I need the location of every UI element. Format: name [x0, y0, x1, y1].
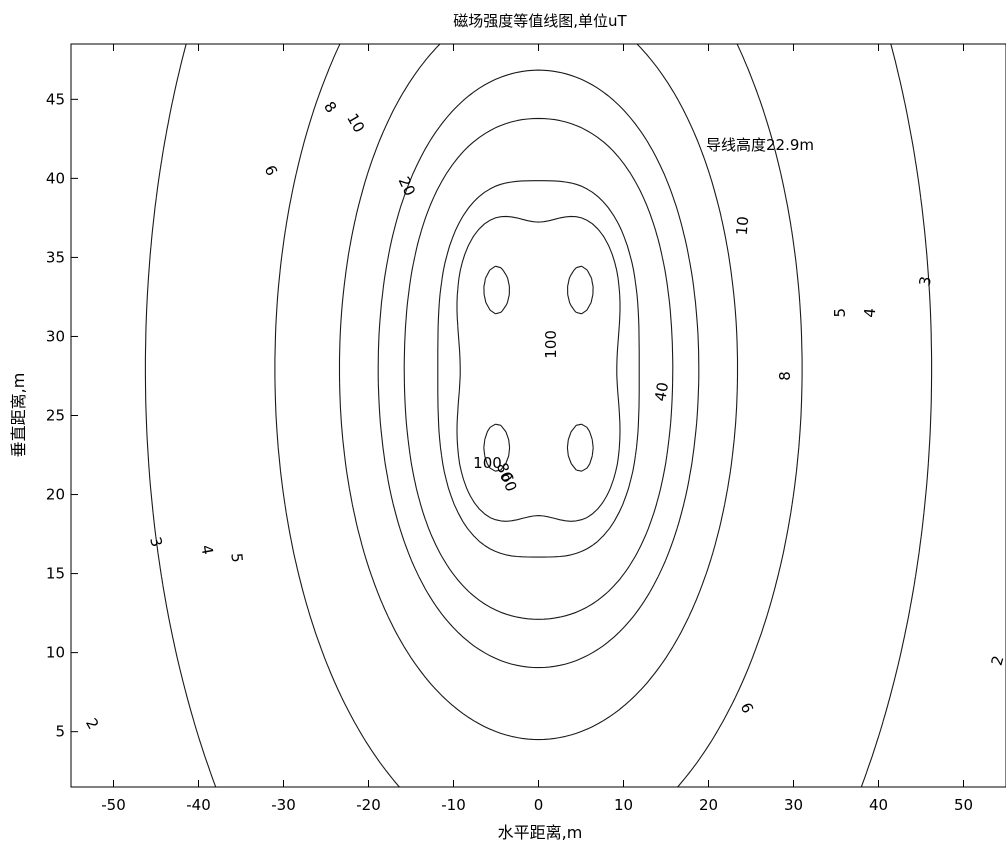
contour-level-4: [338, 44, 739, 741]
contour-lines: [144, 44, 933, 787]
contour-level-2: [144, 44, 933, 787]
contour-label: 40: [651, 381, 672, 403]
y-tick-label: 45: [46, 90, 65, 108]
contour-level-10: [456, 215, 621, 522]
contour-label: 10: [343, 110, 368, 136]
x-tick-label: -20: [356, 796, 381, 814]
y-tick-label: 40: [46, 169, 65, 187]
y-tick-label: 30: [46, 327, 65, 345]
contour-label: 2: [988, 654, 1006, 668]
chart-title: 磁场强度等值线图,单位uT: [453, 12, 627, 30]
contour-label: 4: [861, 307, 880, 318]
y-tick-label: 5: [55, 723, 65, 741]
contour-label: 100: [473, 454, 502, 472]
contour-label: 80: [493, 460, 516, 484]
contour-label: 6: [737, 700, 757, 716]
contour-label: 60: [497, 470, 520, 494]
x-axis-label: 水平距离,m: [498, 823, 583, 842]
contour-label: 10: [733, 216, 753, 237]
x-tick-label: -10: [441, 796, 466, 814]
y-axis-label: 垂直距离,m: [9, 373, 28, 458]
x-tick-label: 10: [614, 796, 633, 814]
contour-label: 2: [82, 715, 102, 732]
y-tick-label: 35: [46, 248, 65, 266]
contour-label: 20: [395, 174, 419, 199]
y-tick-label: 25: [46, 407, 65, 425]
contour-label: 5: [831, 308, 849, 318]
contour-label: 5: [227, 552, 246, 563]
conductor-height-note: 导线高度22.9m: [706, 136, 814, 154]
contour-level-20: [483, 265, 594, 472]
y-tick-label: 15: [46, 565, 65, 583]
y-tick-label: 10: [46, 644, 65, 662]
contour-label: 3: [146, 535, 166, 549]
y-tick-label: 20: [46, 486, 65, 504]
plot-frame: [70, 43, 1006, 788]
x-tick-label: 50: [954, 796, 973, 814]
x-tick-label: -50: [101, 796, 126, 814]
contour-label: 8: [776, 371, 794, 381]
x-tick-label: 0: [534, 796, 544, 814]
contour-label: 8: [320, 98, 340, 116]
contour-label: 100: [542, 330, 560, 359]
x-tick-label: 30: [784, 796, 803, 814]
contour-label: 4: [197, 544, 216, 557]
axis-ticks: -50 -40 -30 -20 -10 0 10 20 30 40 5051015202530354…: [46, 44, 973, 814]
x-tick-label: -40: [186, 796, 211, 814]
x-tick-label: 20: [699, 796, 718, 814]
x-tick-label: 40: [869, 796, 888, 814]
contour-level-8: [437, 180, 640, 558]
contour-label: 3: [916, 275, 935, 288]
contour-label: 6: [261, 162, 281, 178]
contour-level-3: [274, 44, 803, 787]
contour-level-6: [403, 117, 674, 620]
x-tick-label: -30: [271, 796, 296, 814]
contour-level-5: [377, 69, 700, 669]
